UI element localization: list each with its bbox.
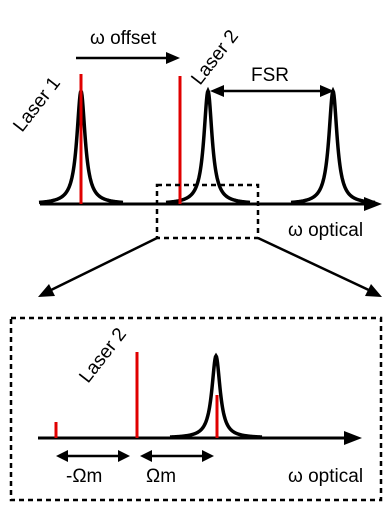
omega-m-arrowhead-left — [140, 450, 152, 462]
top-axis-label: ω optical — [288, 220, 363, 241]
zoom-resonance-peak — [169, 352, 263, 439]
omega-m-arrowhead — [202, 450, 214, 462]
minus-omega-m-label: -Ωm — [66, 466, 102, 487]
laser-1-label: Laser 1 — [9, 73, 65, 136]
zoom-arrow-left-head — [38, 284, 55, 297]
zoom-axis-label: ω optical — [288, 466, 363, 487]
resonance-peak-3 — [290, 86, 376, 205]
offset-label: ω offset — [90, 28, 157, 49]
zoom-arrow-left — [46, 236, 158, 294]
omega-m-label: Ωm — [146, 466, 176, 487]
minus-omega-m-arrowhead-right — [118, 450, 130, 462]
laser-2-label-zoom: Laser 2 — [75, 324, 131, 387]
zoomed-panel-box — [9, 316, 383, 502]
fsr-arrowhead-right — [320, 85, 334, 97]
zoom-axis-arrowhead — [344, 431, 362, 445]
offset-arrowhead — [166, 52, 180, 64]
laser-2-label-top: Laser 2 — [187, 26, 243, 89]
zoom-selection-box — [155, 183, 260, 240]
minus-omega-m-arrowhead — [56, 450, 68, 462]
fsr-arrowhead-left — [210, 85, 224, 97]
zoom-arrow-right-head — [365, 284, 382, 297]
zoom-arrow-right — [257, 236, 374, 294]
fsr-label: FSR — [251, 65, 289, 86]
